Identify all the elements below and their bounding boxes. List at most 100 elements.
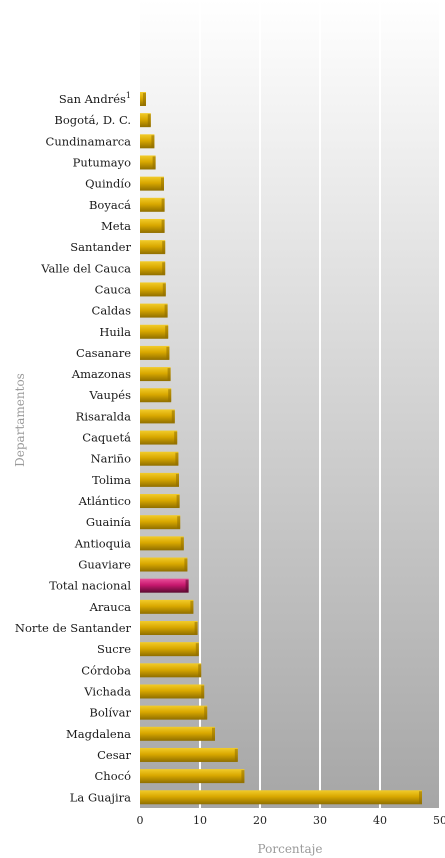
category-label-caldas: Caldas <box>92 304 132 318</box>
x-tick-label-40: 40 <box>373 814 387 827</box>
bar-end-cundinamarca <box>151 135 155 148</box>
y-axis-title: Departamentos <box>13 373 27 467</box>
category-label-total-nacional: Total nacional <box>49 579 131 593</box>
category-label-cundinamarca: Cundinamarca <box>46 134 132 148</box>
bar-end-san-andres <box>143 93 146 105</box>
category-label-choco: Chocó <box>95 769 132 783</box>
bar-end-guainia <box>177 516 181 529</box>
grid-lines <box>199 0 441 808</box>
bar-end-cesar <box>234 748 238 761</box>
x-tick-label-50: 50 <box>433 814 445 827</box>
category-label-atlantico: Atlántico <box>78 494 131 508</box>
bar-amazonas <box>140 367 171 382</box>
bar-end-santander <box>162 241 166 254</box>
bar-end-tolima <box>176 473 179 486</box>
bar-end-choco <box>241 770 245 783</box>
category-label-huila: Huila <box>99 325 131 339</box>
x-tick-label-10: 10 <box>193 814 207 827</box>
bar-vaupes <box>140 388 172 403</box>
bar-end-vaupes <box>168 389 172 402</box>
category-label-vichada: Vichada <box>83 684 131 698</box>
bar-end-putumayo <box>152 156 156 169</box>
bar-quindio <box>140 176 164 191</box>
bar-end-caqueta <box>174 431 178 444</box>
category-label-quindio: Quindío <box>85 177 131 191</box>
bar-atlantico <box>140 494 180 509</box>
bar-end-cordoba <box>198 664 202 677</box>
bar-valle-del-cauca <box>140 261 166 276</box>
bars <box>140 92 422 805</box>
category-label-cesar: Cesar <box>97 748 131 762</box>
category-label-narino: Nariño <box>91 452 132 466</box>
bar-sucre <box>140 642 199 657</box>
bar-end-caldas <box>164 304 168 317</box>
bar-end-quindio <box>161 177 164 190</box>
bar-end-risaralda <box>171 410 175 423</box>
bar-caldas <box>140 303 168 318</box>
bar-total-nacional <box>140 578 189 593</box>
category-label-bolivar: Bolívar <box>89 706 131 720</box>
category-label-boyaca: Boyacá <box>89 198 131 212</box>
category-label-norte-de-santander: Norte de Santander <box>15 621 132 635</box>
bar-santander <box>140 240 166 255</box>
grid-line-30 <box>319 0 321 808</box>
bar-bolivar <box>140 705 208 720</box>
bar-end-narino <box>175 452 179 465</box>
bar-end-arauca <box>190 600 194 613</box>
bar-end-total-nacional <box>185 579 189 592</box>
category-label-tolima: Tolima <box>92 473 131 487</box>
bar-guaviare <box>140 557 188 572</box>
x-tick-label-30: 30 <box>313 814 327 827</box>
category-label-cauca: Cauca <box>95 282 132 296</box>
bar-magdalena <box>140 726 215 741</box>
category-superscript: 1 <box>126 91 131 100</box>
category-label-la-guajira: La Guajira <box>70 790 131 804</box>
x-tick-label-0: 0 <box>137 814 144 827</box>
bar-norte-de-santander <box>140 621 198 635</box>
category-label-magdalena: Magdalena <box>66 727 131 741</box>
x-axis-title: Porcentaje <box>258 842 323 856</box>
bar-tolima <box>140 472 179 487</box>
category-label-vaupes: Vaupés <box>88 388 131 402</box>
bar-end-boyaca <box>161 198 165 211</box>
bar-end-norte-de-santander <box>194 622 198 634</box>
grid-line-10 <box>199 0 201 808</box>
category-label-meta: Meta <box>101 219 131 233</box>
bar-end-cauca <box>162 283 166 296</box>
bar-end-atlantico <box>176 495 180 508</box>
bar-casanare <box>140 345 170 360</box>
bar-boyaca <box>140 197 165 212</box>
bar-meta <box>140 218 165 233</box>
bar-antioquia <box>140 536 184 551</box>
bar-end-bolivar <box>204 706 208 719</box>
category-label-bogota-d-c: Bogotá, D. C. <box>54 113 131 127</box>
bar-end-casanare <box>166 346 170 359</box>
bar-end-bogota-d-c <box>147 114 151 127</box>
bar-risaralda <box>140 409 175 424</box>
category-label-putumayo: Putumayo <box>73 155 131 169</box>
bar-cesar <box>140 747 238 762</box>
category-label-caqueta: Caquetá <box>82 431 131 445</box>
category-label-valle-del-cauca: Valle del Cauca <box>40 261 131 275</box>
bar-end-antioquia <box>180 537 184 550</box>
bar-cundinamarca <box>140 134 155 149</box>
bar-narino <box>140 451 179 466</box>
grid-line-40 <box>379 0 381 808</box>
category-label-sucre: Sucre <box>97 642 131 656</box>
x-tick-labels: 0 10 20 30 40 50 <box>137 814 445 827</box>
category-label-casanare: Casanare <box>76 346 131 360</box>
bar-end-amazonas <box>167 368 171 381</box>
category-label-risaralda: Risaralda <box>76 409 131 423</box>
category-label-amazonas: Amazonas <box>71 367 131 381</box>
category-label-guaviare: Guaviare <box>78 558 131 572</box>
grid-line-20 <box>259 0 261 808</box>
category-label-santander: Santander <box>70 240 131 254</box>
bar-end-valle-del-cauca <box>162 262 166 275</box>
bar-arauca <box>140 599 194 614</box>
bar-end-magdalena <box>212 727 215 740</box>
bar-cordoba <box>140 663 202 678</box>
bar-cauca <box>140 282 166 297</box>
bar-end-vichada <box>201 685 205 698</box>
bar-bogota-d-c <box>140 113 151 128</box>
